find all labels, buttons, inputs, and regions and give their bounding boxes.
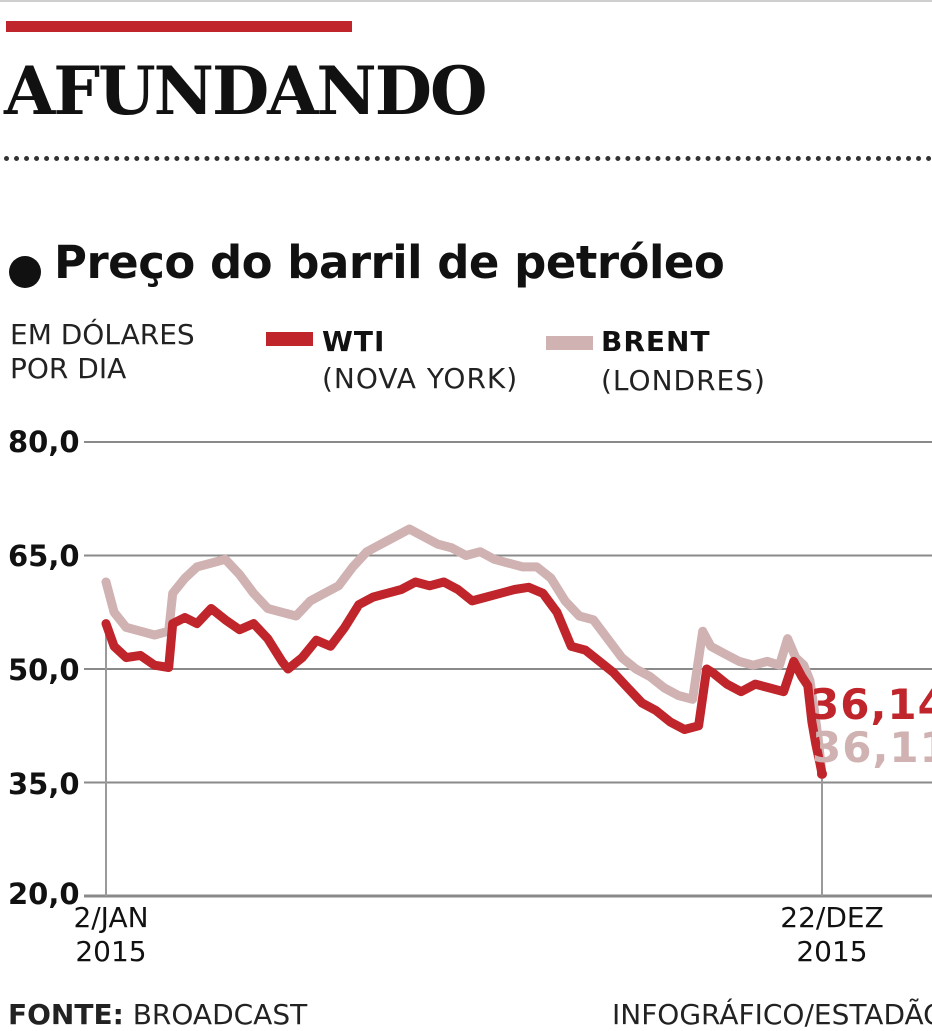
y-tick-label: 20,0 — [8, 877, 80, 911]
series-line-brent — [101, 524, 827, 779]
footer-source-value: BROADCAST — [132, 998, 308, 1031]
x-tick-label-end: 22/DEZ 2015 — [770, 901, 894, 969]
y-tick-label: 65,0 — [8, 539, 80, 573]
legend-swatch-brent — [546, 336, 593, 350]
x-tick-start-line2: 2015 — [75, 935, 147, 968]
footer-credit: INFOGRÁFICO/ESTADÃO — [612, 998, 932, 1031]
dotted-divider — [4, 156, 932, 161]
accent-bar — [6, 21, 352, 32]
footer-source-label: FONTE: — [8, 998, 124, 1031]
legend-sub-wti: (NOVA YORK) — [322, 362, 519, 395]
top-rule — [0, 0, 932, 2]
end-value-brent: 36,11 — [812, 723, 932, 772]
y-tick-label: 50,0 — [8, 653, 80, 687]
bullet-icon — [9, 256, 41, 288]
x-tick-end-line2: 2015 — [796, 935, 868, 968]
y-tick-label: 80,0 — [8, 425, 80, 459]
headline: AFUNDANDO — [4, 52, 487, 130]
x-tick-label-start: 2/JAN 2015 — [56, 901, 166, 969]
x-tick-end-line1: 22/DEZ — [780, 901, 884, 934]
series-end-point-wti — [817, 768, 827, 779]
series-line-wti — [101, 577, 827, 779]
x-tick-start-line1: 2/JAN — [73, 901, 149, 934]
legend-sub-brent: (LONDRES) — [601, 364, 766, 397]
footer-source: FONTE: BROADCAST — [8, 998, 307, 1031]
legend-swatch-wti — [266, 332, 313, 346]
y-axis-label: EM DÓLARES POR DIA — [10, 318, 195, 385]
chart-title: Preço do barril de petróleo — [54, 236, 725, 289]
y-tick-label: 35,0 — [8, 767, 80, 801]
legend-label-wti: WTI — [322, 325, 386, 358]
end-value-wti: 36,14 — [810, 680, 932, 729]
legend-label-brent: BRENT — [601, 325, 711, 358]
